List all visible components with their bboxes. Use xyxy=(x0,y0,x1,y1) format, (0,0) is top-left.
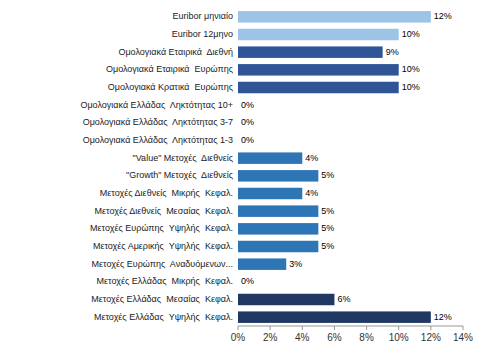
category-label: Μετοχές Ελλάδας Μεσαίας Κεφαλ. xyxy=(91,294,233,304)
bar xyxy=(238,294,334,305)
category-label: Μετοχές Διεθνείς Μικρής Κεφαλ. xyxy=(100,188,233,198)
category-label: "Growth" Μετοχές Διεθνείς xyxy=(126,170,234,180)
category-label: Euribor μηνιαίο xyxy=(173,11,233,21)
x-tick-label: 6% xyxy=(327,332,342,343)
category-label: Ομολογιακά Ελλάδας Ληκτότητας 10+ xyxy=(80,100,233,110)
x-tick-label: 14% xyxy=(453,332,473,343)
data-label: 10% xyxy=(402,82,420,92)
data-label: 3% xyxy=(289,259,302,269)
x-tick-label: 10% xyxy=(389,332,409,343)
bar xyxy=(238,82,399,93)
category-label: Ομολογιακά Κρατικά Ευρώπης xyxy=(108,82,234,92)
x-tick xyxy=(463,326,464,330)
data-label: 0% xyxy=(241,276,254,286)
data-label: 0% xyxy=(241,117,254,127)
x-tick xyxy=(398,326,399,330)
bar xyxy=(238,11,431,22)
category-label: Μετοχές Ευρώπης Υψηλής Κεφαλ. xyxy=(90,223,233,233)
x-tick xyxy=(238,326,239,330)
bar xyxy=(238,152,302,163)
bar xyxy=(238,241,318,252)
x-tick-label: 4% xyxy=(295,332,310,343)
category-label: Μετοχές Αμερικής Υψηλής Κεφαλ. xyxy=(93,241,233,251)
data-label: 6% xyxy=(337,294,350,304)
category-label: Μετοχές Ευρώπης Αναδυόμενων... xyxy=(92,259,233,269)
category-label: "Value" Μετοχές Διεθνείς xyxy=(133,153,234,163)
x-tick xyxy=(270,326,271,330)
category-label: Ομολογιακά Ελλάδας Ληκτότητας 3-7 xyxy=(83,117,233,127)
bar xyxy=(238,135,239,146)
x-axis-line xyxy=(238,326,463,327)
x-tick-label: 8% xyxy=(359,332,374,343)
category-label: Μετοχές Ελλάδας Μικρής Κεφαλ. xyxy=(97,276,233,286)
bar xyxy=(238,311,431,322)
x-tick xyxy=(366,326,367,330)
x-tick xyxy=(334,326,335,330)
category-label: Ομολογιακά Ελλάδας Ληκτότητας 1-3 xyxy=(83,135,233,145)
x-tick xyxy=(430,326,431,330)
bars xyxy=(238,11,431,323)
bar xyxy=(238,223,318,234)
data-label: 5% xyxy=(321,223,334,233)
data-label: 12% xyxy=(434,312,452,322)
data-label: 5% xyxy=(321,241,334,251)
data-label: 9% xyxy=(386,47,399,57)
x-tick-label: 12% xyxy=(421,332,441,343)
category-label: Μετοχές Διεθνείς Μεσαίας Κεφαλ. xyxy=(94,206,233,216)
data-label: 0% xyxy=(241,135,254,145)
x-tick-label: 0% xyxy=(231,332,246,343)
data-label: 12% xyxy=(434,11,452,21)
bar xyxy=(238,258,286,269)
bar xyxy=(238,99,239,110)
bar xyxy=(238,29,399,40)
bar xyxy=(238,64,399,75)
category-label: Ομολογιακά Εταιρικά Διεθνή xyxy=(118,47,233,57)
bar xyxy=(238,205,318,216)
category-label: Euribor 12μηνο xyxy=(172,29,233,39)
chart: 0%2%4%6%8%10%12%14%Euribor μηνιαίοEuribo… xyxy=(0,0,491,352)
data-label: 5% xyxy=(321,170,334,180)
data-label: 4% xyxy=(305,188,318,198)
bar xyxy=(238,46,383,57)
bar xyxy=(238,117,239,128)
bar xyxy=(238,170,318,181)
bar xyxy=(238,276,239,287)
category-label: Μετοχές Ελλάδας Υψηλής Κεφαλ. xyxy=(94,312,233,322)
data-label: 10% xyxy=(402,64,420,74)
category-label: Ομολογιακά Εταιρικά Ευρώπης xyxy=(106,64,234,74)
x-tick-label: 2% xyxy=(263,332,278,343)
data-label: 0% xyxy=(241,100,254,110)
data-label: 10% xyxy=(402,29,420,39)
x-tick xyxy=(302,326,303,330)
data-label: 4% xyxy=(305,153,318,163)
bar xyxy=(238,188,302,199)
data-label: 5% xyxy=(321,206,334,216)
